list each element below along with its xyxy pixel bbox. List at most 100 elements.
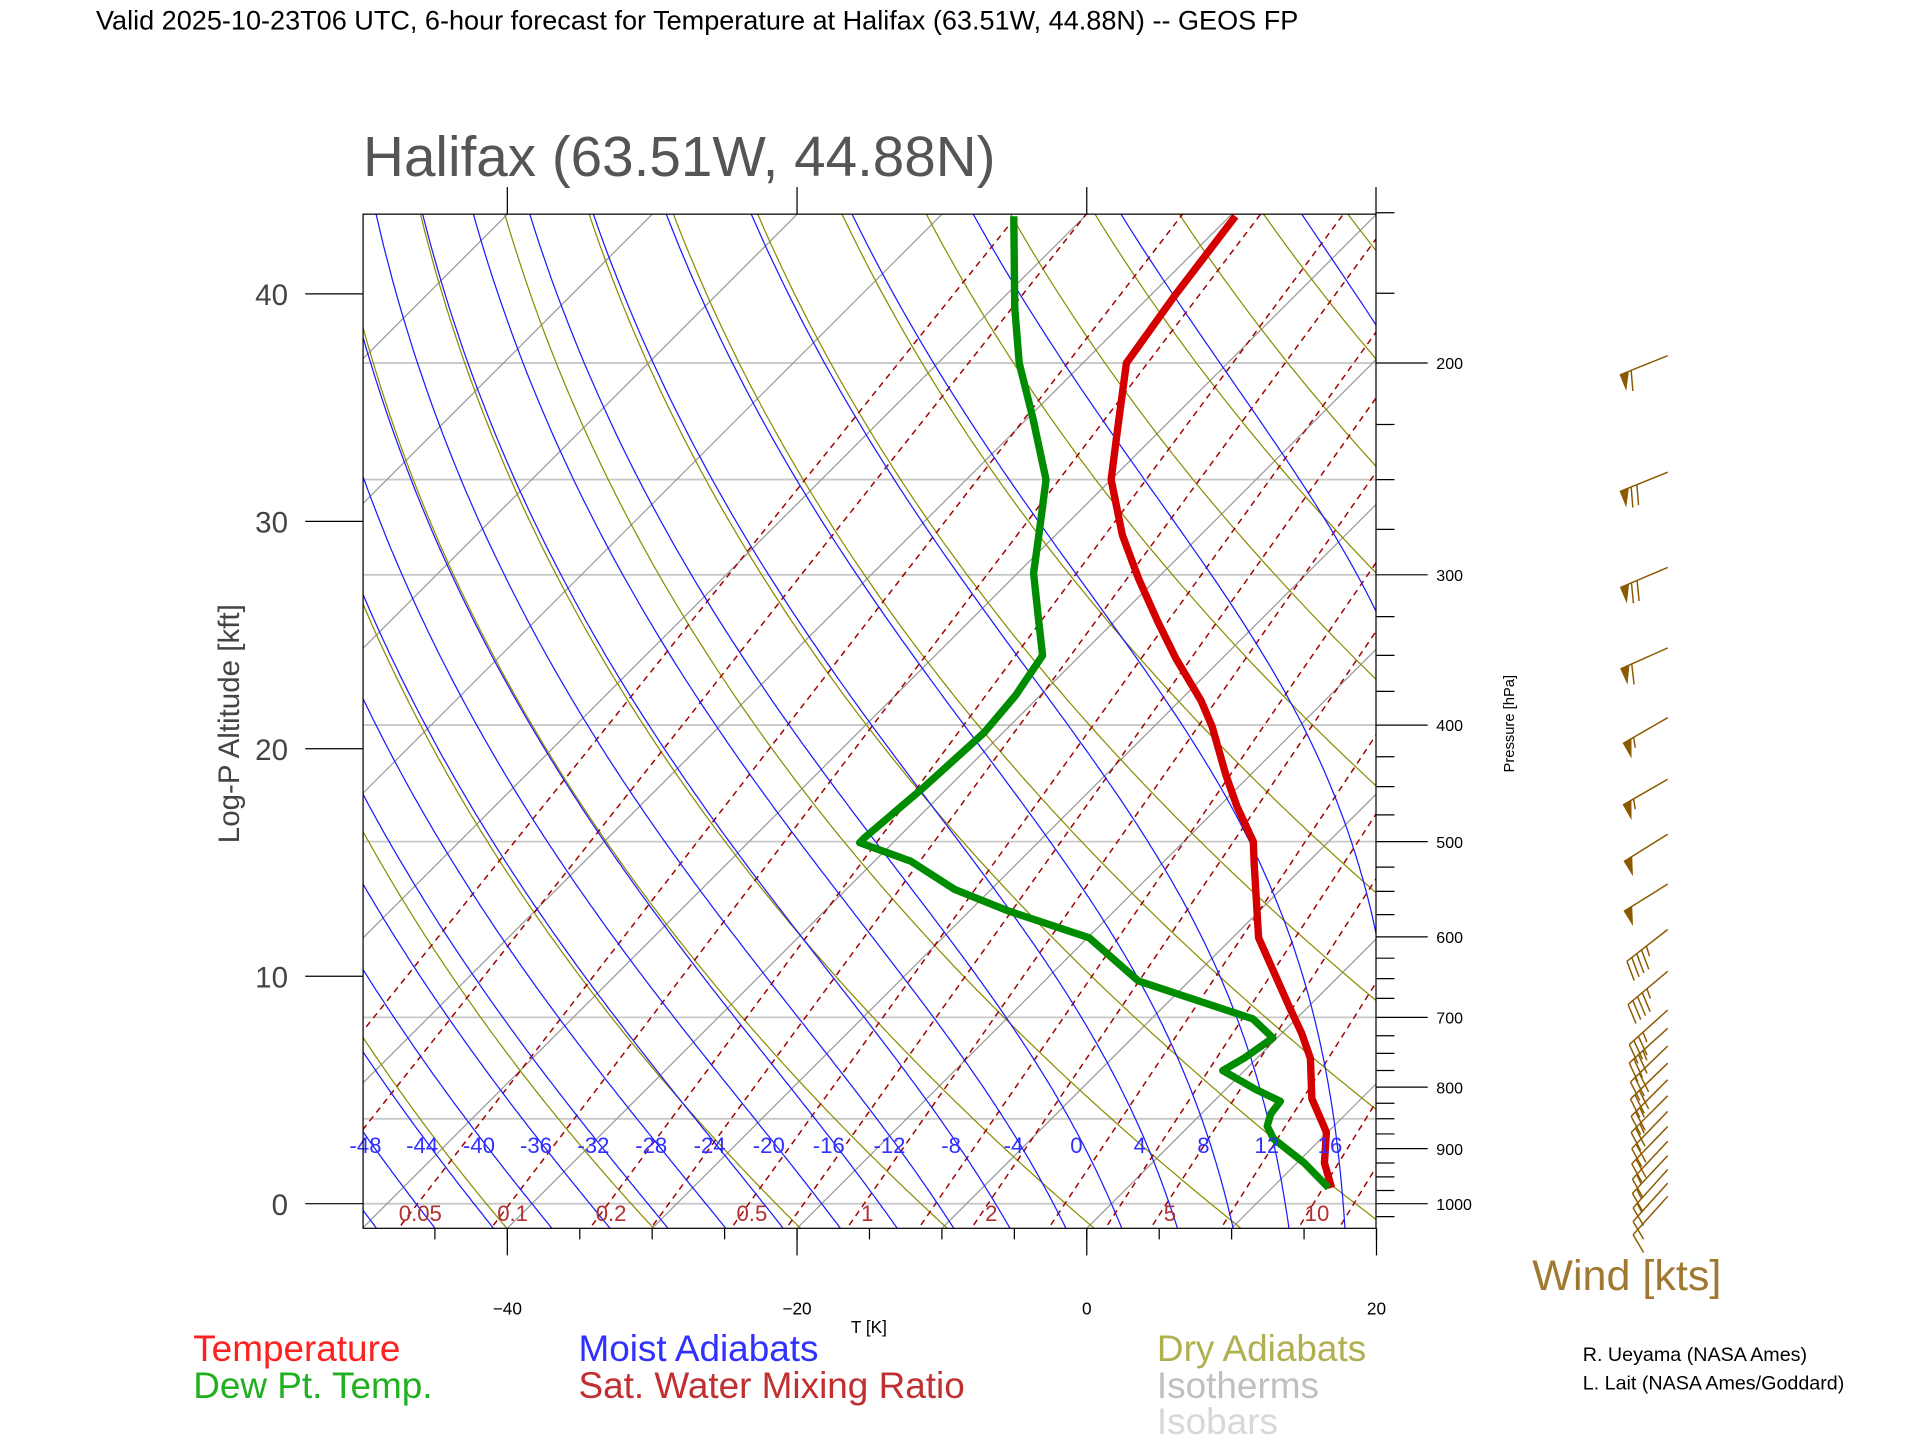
moist-adiabat-line	[851, 214, 1346, 1229]
mixing-ratio-label: 0.05	[399, 1201, 442, 1226]
mixing-ratio-line	[588, 214, 1345, 1229]
wind-barb-shaft	[1619, 354, 1668, 376]
moist-adiabat-label: 8	[1197, 1133, 1209, 1158]
mixing-ratio-line	[1507, 177, 1920, 1234]
dry-adiabat-line	[0, 177, 217, 1234]
wind-barb-shaft	[1631, 1155, 1669, 1194]
dewpoint-line	[856, 216, 1332, 1191]
wind-barb-shaft	[1629, 1062, 1669, 1100]
background-lines	[0, 177, 1920, 1234]
wind-barb-full	[1634, 1127, 1646, 1147]
wind-barb-full	[1628, 1062, 1639, 1082]
wind-barb	[1619, 471, 1668, 508]
wind-barb-shaft	[1631, 1126, 1669, 1165]
chart-title: Halifax (63.51W, 44.88N)	[363, 125, 995, 188]
wind-barb	[1631, 1126, 1669, 1183]
isotherm-line	[363, 214, 943, 794]
wind-barb-full	[1637, 1036, 1648, 1056]
wind-barb-half	[1642, 1031, 1648, 1043]
moist-adiabat-line	[363, 697, 727, 1229]
isotherm-line	[363, 214, 799, 650]
isotherm-line	[1805, 177, 1920, 1234]
moist-adiabat-line	[472, 214, 1067, 1229]
dry-adiabat-line	[925, 214, 1376, 787]
moist-adiabat-line	[750, 214, 1290, 1229]
credit-line-2: L. Lait (NASA Ames/Goddard)	[1583, 1373, 1845, 1395]
wind-barb-full	[1632, 1234, 1645, 1253]
pressure-tick-label: 900	[1436, 1142, 1463, 1159]
mixing-ratio-label: 1	[861, 1201, 873, 1226]
pressure-tick-label: 500	[1436, 835, 1463, 852]
pressure-tick-label: 600	[1436, 930, 1463, 947]
wind-barb-shaft	[1628, 1009, 1669, 1046]
wind-barb-full	[1630, 1115, 1642, 1135]
wind-barb-shaft	[1627, 970, 1669, 1006]
wind-barb-full	[1630, 370, 1634, 392]
mixing-ratio-line	[1453, 177, 1920, 1234]
isotherm-line	[796, 648, 1376, 1229]
wind-barb	[1629, 1062, 1669, 1118]
wind-label: Wind [kts]	[1532, 1252, 1721, 1300]
mixing-ratio-line	[1551, 177, 1920, 1234]
altitude-tick-label: 0	[272, 1189, 288, 1222]
wind-barb-full	[1638, 1090, 1650, 1110]
moist-adiabat-line	[1741, 195, 1920, 1234]
wind-barb-full	[1641, 992, 1651, 1012]
dry-adiabat-line	[1009, 214, 1376, 681]
dry-adiabat-line	[1816, 177, 1920, 1234]
wind-barb-full	[1636, 996, 1647, 1016]
wind-barb-shaft	[1631, 1110, 1669, 1150]
dry-adiabat-line	[1486, 177, 1920, 1234]
wind-barb-flag	[1623, 856, 1633, 877]
moist-adiabat-line	[592, 214, 1179, 1229]
wind-barb	[1622, 717, 1669, 759]
moist-adiabat-label: -12	[873, 1133, 905, 1158]
wind-barb-full	[1638, 1073, 1650, 1093]
dry-adiabat-line	[363, 325, 949, 1229]
wind-barb-shaft	[1619, 471, 1668, 493]
wind-barb-full	[1636, 580, 1640, 602]
moist-adiabat-line	[0, 195, 322, 1234]
moist-adiabat-line	[363, 793, 669, 1229]
wind-barb-shaft	[1619, 566, 1668, 589]
moist-adiabat-line	[375, 214, 955, 1229]
wind-barb-full	[1634, 1111, 1646, 1131]
legend-dewpoint: Dew Pt. Temp.	[193, 1365, 432, 1406]
wind-barb-half	[1646, 988, 1652, 999]
wind-barb-full	[1632, 1207, 1645, 1227]
wind-barb-flag	[1623, 906, 1633, 927]
wind-barb	[1623, 883, 1669, 927]
mixing-ratio-label: 10	[1305, 1201, 1330, 1226]
mixing-ratio-line	[1220, 981, 1376, 1229]
pressure-tick-label: 700	[1436, 1011, 1463, 1028]
wind-barb	[1630, 1079, 1669, 1135]
dry-adiabat-line	[1178, 214, 1376, 468]
x-tick-label: 0	[1082, 1298, 1092, 1318]
moist-adiabat-line	[1626, 195, 1752, 1234]
moist-adiabat-label: -8	[941, 1133, 961, 1158]
moist-adiabat-label: -28	[635, 1133, 667, 1158]
moist-adiabat-line	[529, 214, 1123, 1229]
x-tick-label: 20	[1367, 1298, 1386, 1318]
isotherm-line	[1660, 177, 1920, 1234]
wind-barb-flag	[1620, 664, 1630, 685]
dry-adiabat-line	[1899, 177, 1920, 1234]
wind-barb-flag	[1620, 583, 1630, 604]
y-axis-label: Log-P Altitude [kft]	[213, 604, 246, 843]
altitude-tick-label: 30	[255, 506, 288, 539]
moist-adiabat-line	[363, 592, 784, 1229]
isotherm-line	[363, 214, 364, 215]
dry-adiabat-line	[363, 830, 655, 1229]
wind-barb-full	[1632, 1221, 1645, 1240]
altitude-tick-label: 40	[255, 279, 288, 312]
dry-adiabat-line	[0, 177, 365, 1234]
wind-barb-shaft	[1629, 1045, 1669, 1083]
moist-adiabat-label: -48	[350, 1133, 382, 1158]
wind-barb-flag	[1619, 487, 1629, 508]
moist-adiabat-label: -44	[406, 1133, 438, 1158]
mixing-ratio-line	[785, 396, 1376, 1229]
wind-barb	[1619, 354, 1668, 392]
moist-adiabat-label: 16	[1318, 1133, 1343, 1158]
isotherm-line	[506, 358, 1376, 1229]
wind-barb-full	[1633, 1058, 1644, 1078]
